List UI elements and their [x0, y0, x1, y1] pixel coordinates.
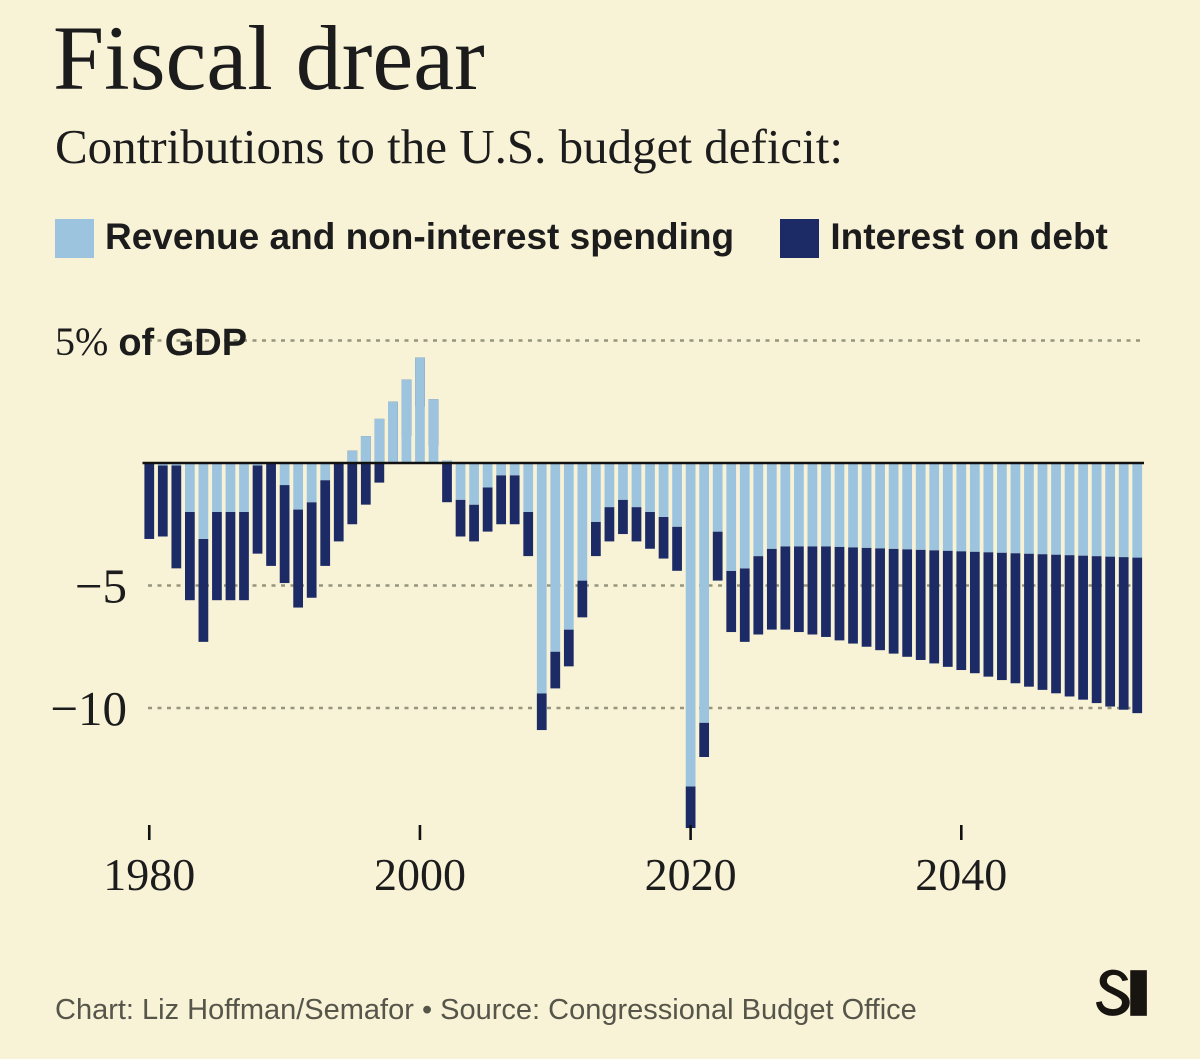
svg-text:2020: 2020 — [645, 849, 737, 900]
svg-text:2040: 2040 — [915, 849, 1007, 900]
svg-text:−5: −5 — [75, 559, 127, 614]
svg-text:2000: 2000 — [374, 849, 466, 900]
svg-text:−10: −10 — [50, 681, 127, 736]
svg-text:1980: 1980 — [103, 849, 195, 900]
